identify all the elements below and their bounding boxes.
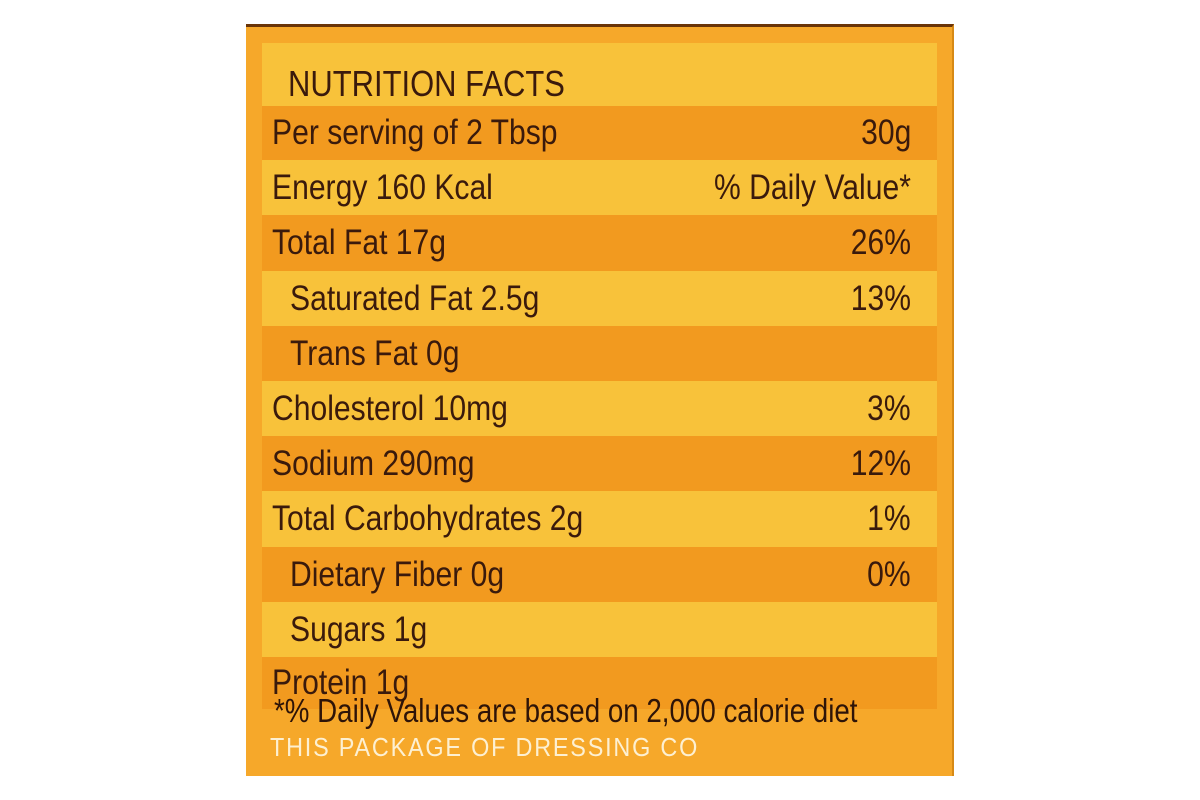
energy-label: Energy 160 Kcal <box>272 167 493 207</box>
nutrient-label: Trans Fat 0g <box>290 333 460 373</box>
label-title: NUTRITION FACTS <box>288 63 565 104</box>
nutrient-label: Total Carbohydrates 2g <box>272 499 584 538</box>
nutrient-label: Sodium 290mg <box>272 443 475 483</box>
nutrient-row-saturated-fat: Saturated Fat 2.5g 13% <box>262 271 937 326</box>
nutrient-daily-value: 1% <box>867 499 911 538</box>
nutrient-daily-value: 12% <box>850 443 911 483</box>
package-text-fragment: THIS PACKAGE OF DRESSING CO <box>270 732 700 762</box>
nutrient-daily-value: 26% <box>850 223 911 262</box>
nutrient-row-sodium: Sodium 290mg 12% <box>262 436 937 491</box>
nutrient-row-protein: Protein 1g <box>262 657 937 709</box>
energy-row: Energy 160 Kcal % Daily Value* <box>262 160 937 215</box>
nutrient-label: Dietary Fiber 0g <box>290 554 505 594</box>
nutrient-daily-value: 13% <box>850 278 911 318</box>
nutrient-label: Sugars 1g <box>290 609 428 649</box>
nutrient-label: Total Fat 17g <box>272 223 447 262</box>
serving-size-value: 30g <box>860 113 911 152</box>
nutrient-daily-value: 0% <box>867 554 911 594</box>
nutrient-row-sugars: Sugars 1g <box>262 602 937 657</box>
nutrient-row-total-fat: Total Fat 17g 26% <box>262 215 937 271</box>
nutrient-row-trans-fat: Trans Fat 0g <box>262 326 937 381</box>
nutrient-row-dietary-fiber: Dietary Fiber 0g 0% <box>262 547 937 602</box>
label-header-band: NUTRITION FACTS <box>262 43 937 106</box>
nutrient-row-total-carbohydrates: Total Carbohydrates 2g 1% <box>262 491 937 547</box>
daily-value-header: % Daily Value* <box>714 167 911 207</box>
daily-value-footnote: *% Daily Values are based on 2,000 calor… <box>274 692 858 729</box>
nutrient-label: Saturated Fat 2.5g <box>290 278 540 318</box>
nutrition-facts-label: NUTRITION FACTS Per serving of 2 Tbsp 30… <box>246 24 954 776</box>
nutrient-daily-value: 3% <box>867 388 911 428</box>
nutrient-row-cholesterol: Cholesterol 10mg 3% <box>262 381 937 436</box>
serving-row: Per serving of 2 Tbsp 30g <box>262 106 937 160</box>
serving-size-label: Per serving of 2 Tbsp <box>272 113 558 152</box>
nutrient-label: Protein 1g <box>272 663 410 702</box>
nutrient-label: Cholesterol 10mg <box>272 388 508 428</box>
